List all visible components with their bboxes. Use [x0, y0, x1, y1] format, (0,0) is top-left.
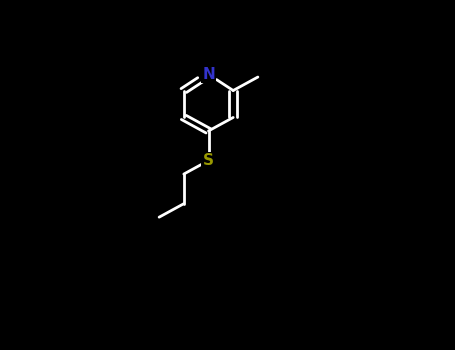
Text: S: S — [203, 153, 214, 168]
Text: N: N — [202, 67, 215, 82]
